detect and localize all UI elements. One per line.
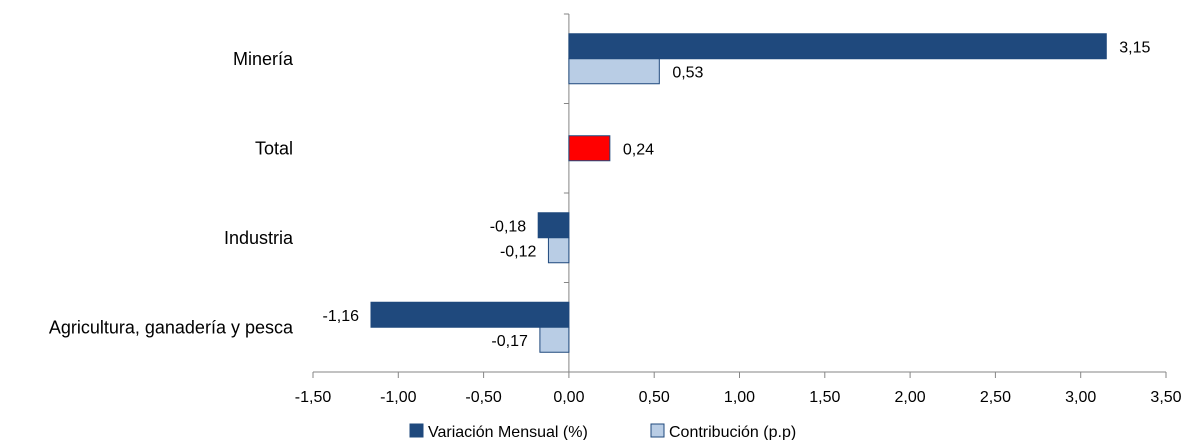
data-label: -0,17 — [491, 333, 528, 350]
x-tick-label: 2,00 — [895, 389, 926, 406]
legend-swatch-variacion — [409, 423, 424, 438]
category-label: Agricultura, ganadería y pesca — [49, 317, 294, 337]
legend-label: Contribución (p.p) — [669, 424, 796, 440]
data-label: -0,12 — [500, 243, 537, 260]
data-label: -0,18 — [490, 218, 527, 235]
legend-label: Variación Mensual (%) — [428, 424, 588, 440]
x-tick-label: 1,50 — [809, 389, 840, 406]
category-label: Total — [255, 138, 293, 158]
x-tick-label: -1,00 — [380, 389, 417, 406]
data-label: 3,15 — [1119, 39, 1150, 56]
x-tick-label: 0,00 — [553, 389, 584, 406]
x-tick-label: 0,50 — [639, 389, 670, 406]
category-label: Minería — [233, 49, 294, 69]
bar-contribucion — [539, 326, 570, 353]
x-tick-label: -1,50 — [295, 389, 332, 406]
data-label: 0,53 — [672, 64, 703, 81]
bar-contribucion — [547, 237, 570, 264]
x-tick-label: 3,00 — [1065, 389, 1096, 406]
bar-variacion — [370, 301, 570, 328]
category-label: Industria — [224, 228, 294, 248]
x-tick-label: -0,50 — [465, 389, 502, 406]
x-tick-label: 2,50 — [980, 389, 1011, 406]
bar-variacion — [568, 135, 611, 162]
bar-variacion — [568, 33, 1107, 60]
x-tick-label: 3,50 — [1150, 389, 1181, 406]
data-label: -1,16 — [323, 308, 360, 325]
legend-swatch-contribucion — [650, 423, 665, 438]
data-label: 0,24 — [623, 141, 654, 158]
x-tick-label: 1,00 — [724, 389, 755, 406]
bar-contribucion — [568, 58, 660, 85]
bar-variacion — [537, 212, 570, 239]
